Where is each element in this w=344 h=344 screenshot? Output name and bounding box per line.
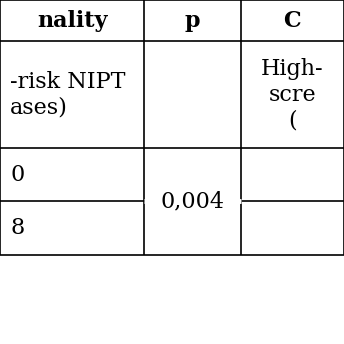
Text: 0,004: 0,004 bbox=[161, 190, 225, 212]
Text: 0: 0 bbox=[10, 164, 24, 185]
Text: -risk NIPT
ases): -risk NIPT ases) bbox=[10, 71, 126, 118]
Text: 8: 8 bbox=[10, 217, 24, 239]
Text: nality: nality bbox=[37, 10, 107, 32]
Text: C: C bbox=[283, 10, 301, 32]
Text: p: p bbox=[185, 10, 201, 32]
Text: High-
scre
(: High- scre ( bbox=[261, 58, 324, 131]
